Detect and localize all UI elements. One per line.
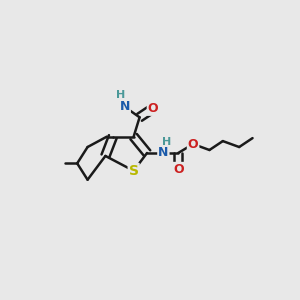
Text: O: O <box>173 163 184 176</box>
Text: N: N <box>158 146 169 160</box>
Text: O: O <box>188 138 198 151</box>
Text: N: N <box>119 100 130 113</box>
Text: S: S <box>129 164 139 178</box>
Text: O: O <box>148 102 158 115</box>
Text: H: H <box>116 90 125 100</box>
Text: H: H <box>162 137 171 147</box>
